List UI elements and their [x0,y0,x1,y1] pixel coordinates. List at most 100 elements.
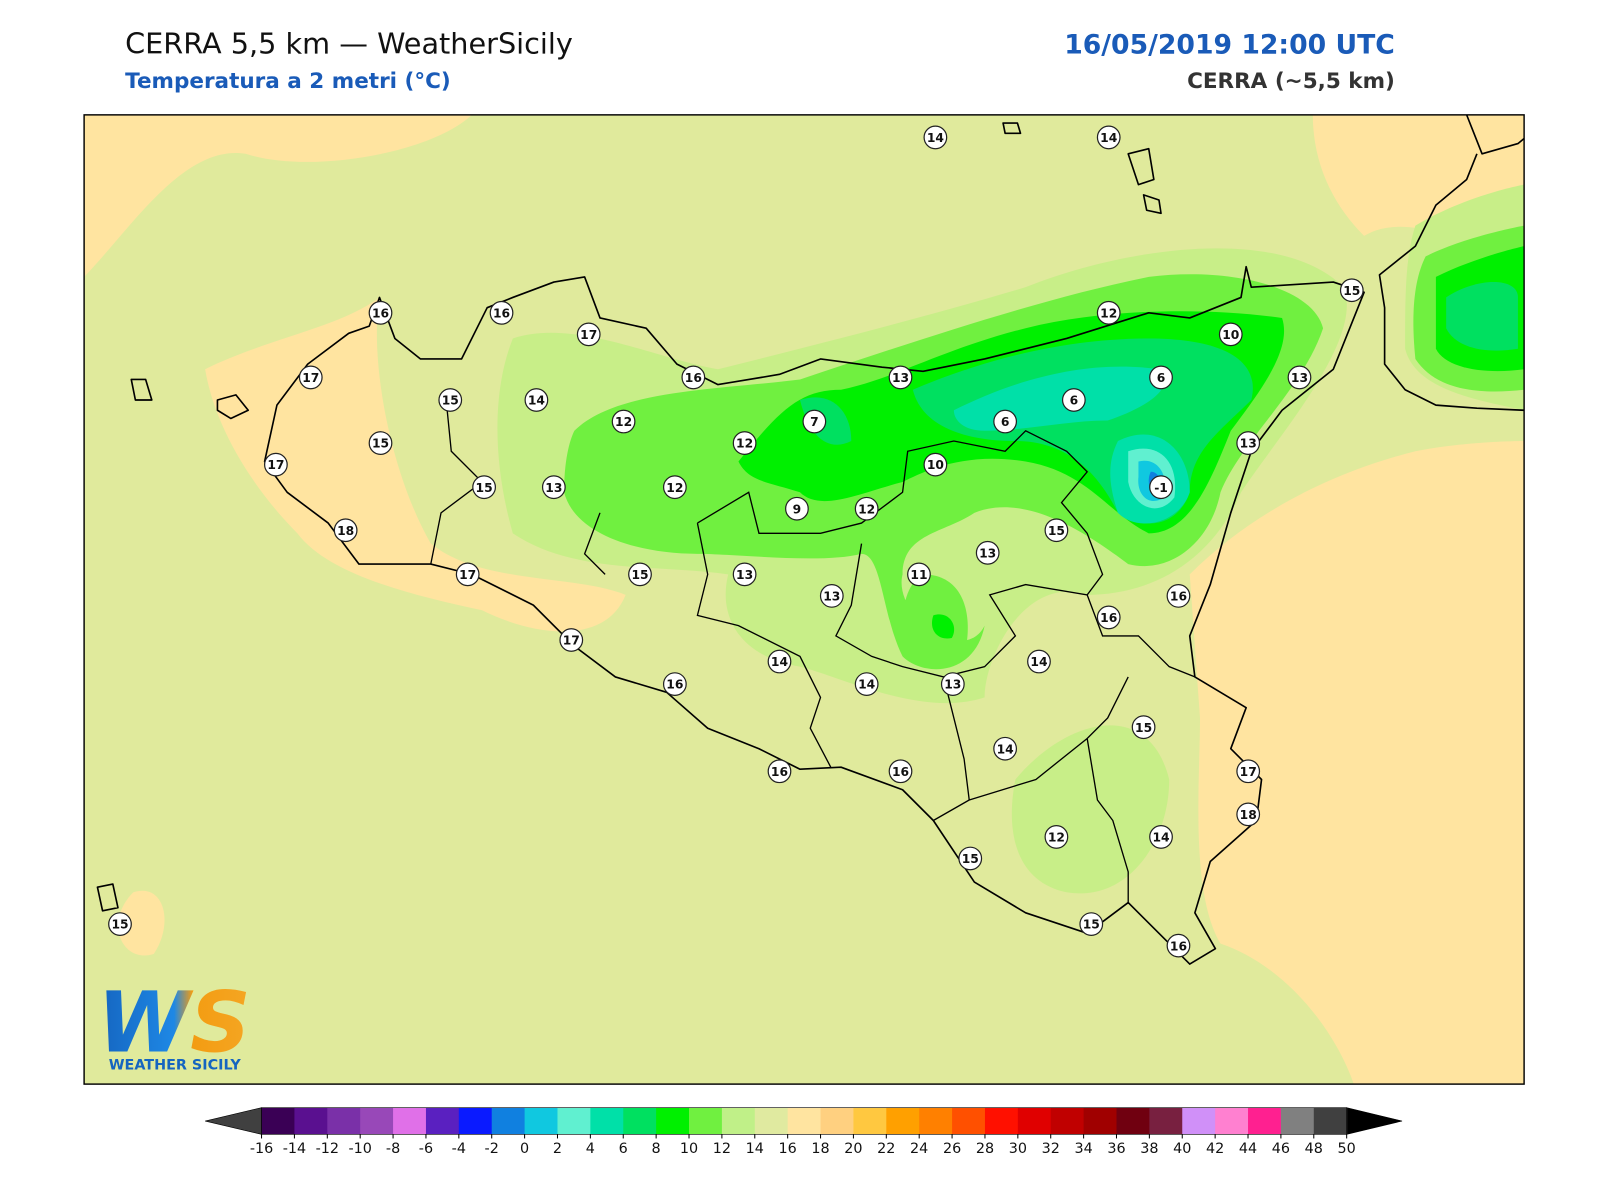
station-marker [1149,825,1173,849]
colorbar-tick-label: -14 [283,1141,306,1157]
colorbar-segment [425,1107,460,1135]
station-marker [1079,912,1104,936]
station-value: 15 [1083,918,1100,932]
station-marker [888,365,913,390]
datetime: 16/05/2019 12:00 UTC [1064,29,1395,60]
station-value: 12 [666,481,683,495]
station-value: 17 [267,458,284,472]
station-marker [1287,365,1312,390]
station-value: 13 [823,590,840,604]
colorbar-segment [458,1107,493,1135]
station-value: 13 [545,481,562,495]
station-marker [472,475,496,500]
colorbar-segment [787,1107,822,1135]
station-value: 17 [563,634,580,648]
station-marker [1149,475,1173,500]
colorbar-under [205,1107,262,1135]
colorbar-tick-label: 22 [877,1141,895,1157]
colorbar-tick-label: 50 [1338,1141,1356,1157]
station-value: 16 [666,678,683,692]
station-marker [1027,649,1051,674]
station-value: 10 [1222,328,1239,342]
colorbar-segment [1313,1107,1348,1135]
station-value: 16 [1170,590,1187,604]
station-marker [1236,431,1261,455]
station-value: 6 [1157,371,1166,385]
colorbar-tick-label: 20 [844,1141,862,1157]
station-value: 17 [1240,765,1257,779]
logo: WS WEATHER SICILY [97,973,250,1073]
colorbar-tick-label: 18 [811,1141,829,1157]
station-marker [1096,300,1121,325]
station-marker [438,388,463,412]
station-value: 17 [302,371,319,385]
colorbar-tick-label: 42 [1206,1141,1224,1157]
station-marker [1096,605,1121,630]
station-marker [802,409,827,434]
station-value: 14 [1030,655,1047,669]
station-value: 18 [1240,808,1257,822]
title: CERRA 5,5 km — WeatherSicily [125,26,573,60]
map-frame [83,114,1525,1085]
station-value: 16 [372,306,389,320]
colorbar-tick-label: 30 [1009,1141,1027,1157]
colorbar: -16 -14 -12 -10 -8 -6 -4 -2 0 2 4 6 8 10 12 14 16 18 20 22 2… [205,1107,1403,1157]
colorbar-segment [853,1107,887,1135]
colorbar-tick-label: 28 [976,1141,994,1157]
station-marker [1096,125,1121,150]
islands [96,122,1162,912]
station-value: 14 [1152,831,1169,845]
station-marker [923,125,948,150]
colorbar-tick-label: 14 [746,1141,764,1157]
station-value: 6 [1070,394,1079,408]
station-marker [1218,322,1243,347]
station-value: 12 [736,437,753,451]
station-value: 14 [858,678,875,692]
station-marker [611,409,636,434]
colorbar-segment [1280,1107,1315,1135]
station-value: 14 [1100,131,1117,145]
station-value: 16 [1100,611,1117,625]
colorbar-tick-label: -2 [485,1141,499,1157]
station-marker [1339,278,1364,303]
colorbar-tick-label: -12 [316,1141,339,1157]
station-marker [888,759,913,784]
station-marker [662,672,687,696]
station-marker [907,562,931,587]
colorbar-segment [327,1107,361,1135]
station-marker [681,365,706,390]
station-value: 16 [493,306,510,320]
colorbar-segment [557,1107,591,1135]
station-marker [785,496,809,521]
calabria-coast [1378,114,1525,412]
colorbar-segment [1182,1107,1216,1135]
colorbar-segment [689,1107,723,1135]
colorbar-tick-label: 0 [520,1141,529,1157]
colorbar-tick-label: 26 [943,1141,961,1157]
coastlines [96,114,1525,965]
station-value: 18 [337,524,354,538]
station-marker [524,388,549,412]
station-marker [298,365,323,390]
station-marker [1236,759,1261,784]
station-value: 12 [615,415,632,429]
station-value: 15 [631,568,648,582]
colorbar-segment [590,1107,624,1135]
station-value: 12 [858,502,875,516]
station-marker [1149,365,1173,390]
colorbar-tick-label: 12 [713,1141,731,1157]
station-marker [662,475,687,500]
station-value: -1 [1154,481,1168,495]
colorbar-segment [1050,1107,1085,1135]
station-value: 13 [1291,371,1308,385]
colorbar-segment [919,1107,953,1135]
colorbar-tick-label: 8 [652,1141,661,1157]
station-marker [1131,715,1156,740]
station-marker [1061,388,1086,412]
colorbar-outline [261,1107,1347,1135]
colorbar-segment [1215,1107,1249,1135]
station-value: 15 [962,852,979,866]
colorbar-segment [360,1107,394,1135]
colorbar-tick-label: -10 [348,1141,371,1157]
